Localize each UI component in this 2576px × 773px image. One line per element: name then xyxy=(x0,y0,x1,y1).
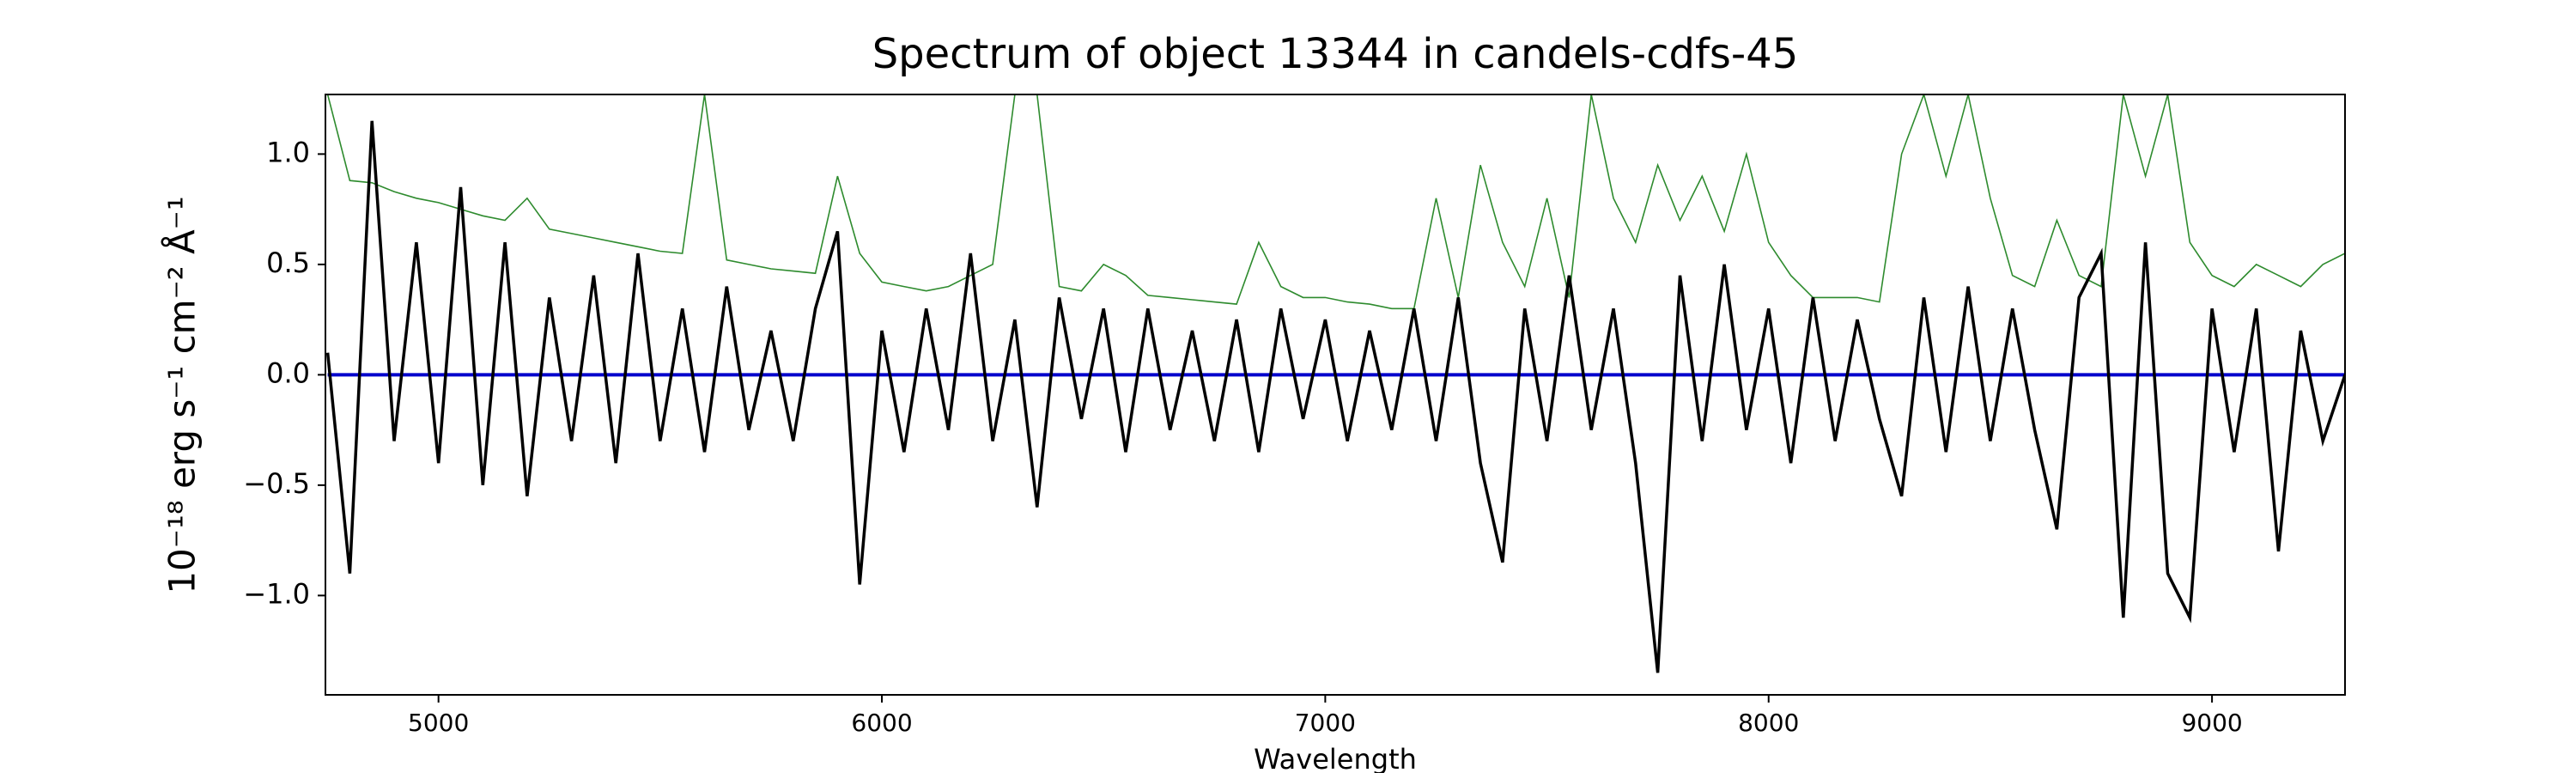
y-tick-label: −0.5 xyxy=(243,467,310,500)
x-tick-label: 8000 xyxy=(1738,709,1799,737)
y-tick-label: 0.5 xyxy=(266,247,310,279)
x-axis-label: Wavelength xyxy=(1254,743,1417,773)
y-axis-label: 10⁻¹⁸ erg s⁻¹ cm⁻² Å⁻¹ xyxy=(161,196,204,593)
y-tick-label: 0.0 xyxy=(266,356,310,389)
x-tick-label: 6000 xyxy=(851,709,912,737)
y-tick-label: 1.0 xyxy=(266,136,310,168)
series-line xyxy=(325,120,2345,673)
x-tick-label: 9000 xyxy=(2181,709,2242,737)
plot-frame xyxy=(325,94,2346,696)
y-tick-label: −1.0 xyxy=(243,577,310,610)
x-tick-label: 7000 xyxy=(1295,709,1356,737)
series-line xyxy=(326,94,2345,310)
x-tick-label: 5000 xyxy=(408,709,469,737)
chart-title: Spectrum of object 13344 in candels-cdfs… xyxy=(872,30,1799,78)
